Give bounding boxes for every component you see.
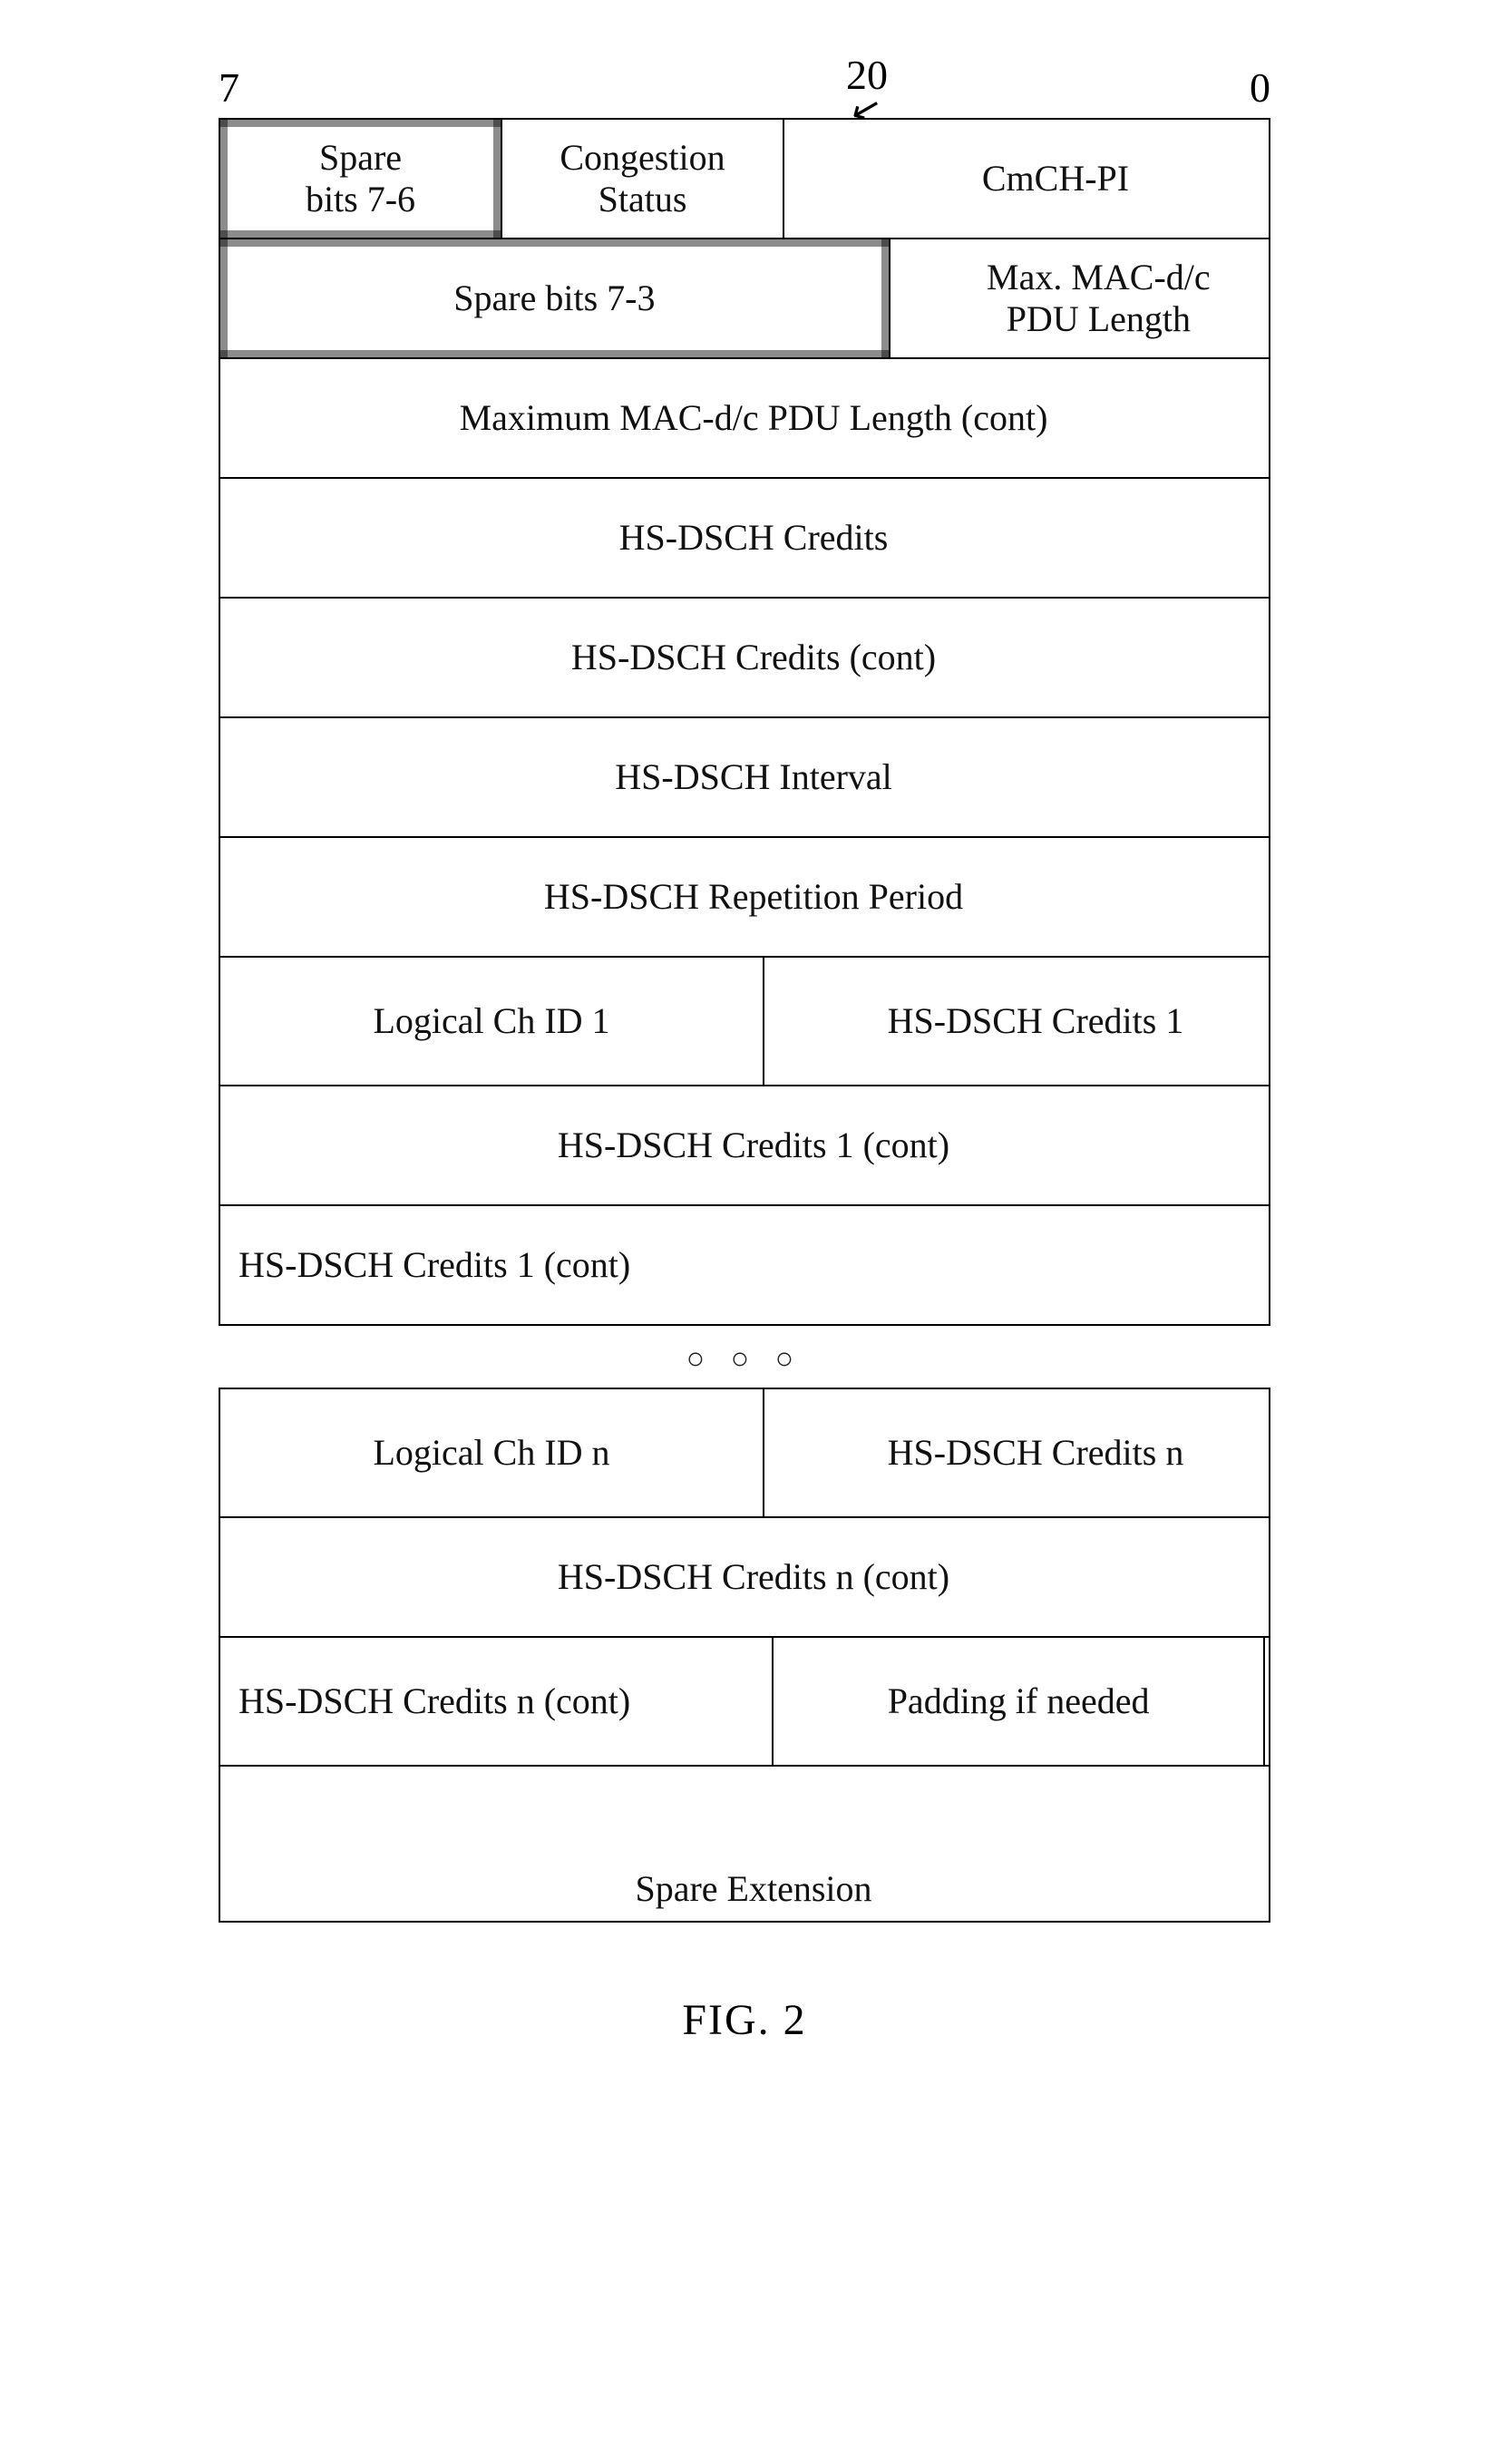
bit-msb-label: 7 bbox=[219, 63, 239, 112]
frame-row: HS-DSCH Interval bbox=[219, 718, 1270, 838]
frame-row: HS-DSCH Credits (cont) bbox=[219, 599, 1270, 718]
frame-cell: HS-DSCH Credits (cont) bbox=[220, 599, 1287, 716]
frame-row: HS-DSCH Credits bbox=[219, 479, 1270, 599]
frame-row: Logical Ch ID nHS-DSCH Credits n bbox=[219, 1388, 1270, 1518]
frame-cell: Sparebits 7-6 bbox=[220, 120, 502, 238]
bit-lsb-label: 0 bbox=[1250, 63, 1270, 112]
frame-cell: HS-DSCH Credits bbox=[220, 479, 1287, 597]
frame-cell bbox=[1265, 1638, 1336, 1765]
frame-cell: HS-DSCH Credits n (cont) bbox=[220, 1638, 774, 1765]
frame-block-1: Sparebits 7-6CongestionStatusCmCH-PISpar… bbox=[219, 118, 1270, 1326]
frame-cell: Spare Extension bbox=[220, 1767, 1287, 1921]
frame-cell: Logical Ch ID n bbox=[220, 1389, 764, 1516]
frame-row: Maximum MAC-d/c PDU Length (cont) bbox=[219, 359, 1270, 479]
frame-cell: Logical Ch ID 1 bbox=[220, 958, 764, 1085]
reference-marker: 20 ↙ bbox=[846, 54, 888, 114]
frame-cell: Maximum MAC-d/c PDU Length (cont) bbox=[220, 359, 1287, 477]
frame-row: HS-DSCH Credits n (cont) bbox=[219, 1518, 1270, 1638]
frame-cell: HS-DSCH Interval bbox=[220, 718, 1287, 836]
frame-row: Logical Ch ID 1HS-DSCH Credits 1 bbox=[219, 958, 1270, 1086]
reference-arrow-icon: ↙ bbox=[843, 94, 889, 122]
frame-cell: CongestionStatus bbox=[502, 120, 784, 238]
frame-row: Spare Extension bbox=[219, 1767, 1270, 1923]
frame-row: HS-DSCH Credits 1 (cont) bbox=[219, 1086, 1270, 1206]
frame-row: HS-DSCH Credits n (cont)Padding if neede… bbox=[219, 1638, 1270, 1767]
figure-container: 7 20 ↙ 0 Sparebits 7-6CongestionStatusCm… bbox=[110, 54, 1379, 2045]
frame-cell: HS-DSCH Credits 1 bbox=[764, 958, 1307, 1085]
frame-cell: HS-DSCH Repetition Period bbox=[220, 838, 1287, 956]
frame-block-2: Logical Ch ID nHS-DSCH Credits nHS-DSCH … bbox=[219, 1388, 1270, 1923]
frame-cell: HS-DSCH Credits 1 (cont) bbox=[220, 1206, 772, 1324]
frame-cell: HS-DSCH Credits n bbox=[764, 1389, 1307, 1516]
frame-cell: HS-DSCH Credits n (cont) bbox=[220, 1518, 1287, 1636]
frame-row: Sparebits 7-6CongestionStatusCmCH-PI bbox=[219, 118, 1270, 239]
frame-row: HS-DSCH Repetition Period bbox=[219, 838, 1270, 958]
bit-label-bar: 7 20 ↙ 0 bbox=[110, 54, 1379, 118]
figure-caption: FIG. 2 bbox=[110, 1923, 1379, 2045]
frame-cell: Padding if needed bbox=[774, 1638, 1265, 1765]
frame-cell: Max. MAC-d/cPDU Length bbox=[890, 239, 1307, 357]
frame-row: HS-DSCH Credits 1 (cont) bbox=[219, 1206, 1270, 1326]
frame-cell: Spare bits 7-3 bbox=[220, 239, 890, 357]
frame-row: Spare bits 7-3Max. MAC-d/cPDU Length bbox=[219, 239, 1270, 359]
frame-cell: CmCH-PI bbox=[784, 120, 1327, 238]
ellipsis-separator: ○ ○ ○ bbox=[110, 1326, 1379, 1388]
frame-cell: HS-DSCH Credits 1 (cont) bbox=[220, 1086, 1287, 1204]
